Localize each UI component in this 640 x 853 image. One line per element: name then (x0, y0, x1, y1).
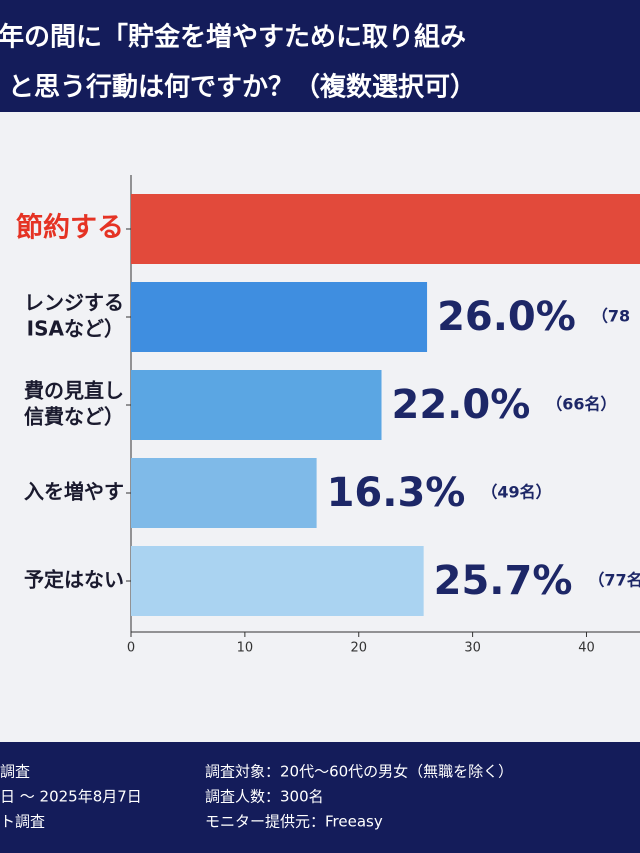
count-label: （66名） (546, 395, 616, 414)
x-tick-label: 40 (578, 641, 595, 656)
x-tick-label: 20 (350, 641, 367, 656)
footer-text: 調査 (0, 763, 30, 781)
footer-text: ト調査 (0, 813, 45, 831)
bar (131, 458, 317, 528)
footer-text: モニター提供元：Freeasy (205, 813, 383, 831)
footer-text: 調査人数：300名 (205, 788, 324, 806)
footer-text: 調査対象：20代～60代の男女（無職を除く） (205, 763, 513, 781)
value-label: 16.3% (327, 470, 466, 516)
category-label: 入を増やす (24, 480, 124, 504)
bar (131, 282, 428, 352)
category-label: レンジする (24, 291, 124, 315)
title-band (0, 0, 640, 112)
value-label: 22.0% (392, 382, 531, 428)
count-label: （78 (592, 307, 630, 326)
footer-text: 日 ～ 2025年8月7日 (0, 788, 142, 806)
bar (131, 546, 424, 616)
footer-band (0, 742, 640, 853)
x-tick-label: 0 (127, 641, 135, 656)
category-label: 予定はない (24, 568, 124, 592)
value-label: 25.7% (434, 558, 573, 604)
chart-title: 年の間に「貯金を増やすために取り組み (0, 22, 466, 53)
bar (131, 370, 382, 440)
x-tick-label: 30 (464, 641, 481, 656)
bar (131, 194, 640, 264)
category-label: 節約する (16, 212, 124, 244)
chart-title: と思う行動は何ですか？（複数選択可） (8, 72, 476, 103)
x-tick-label: 10 (237, 641, 254, 656)
value-label: 26.0% (437, 294, 576, 340)
category-label: 費の見直し (24, 379, 124, 403)
category-label: 信費など） (24, 405, 124, 429)
count-label: （77名 (588, 571, 640, 590)
bars (131, 194, 640, 616)
count-label: （49名） (481, 483, 551, 502)
category-label: ISAなど） (27, 317, 124, 341)
